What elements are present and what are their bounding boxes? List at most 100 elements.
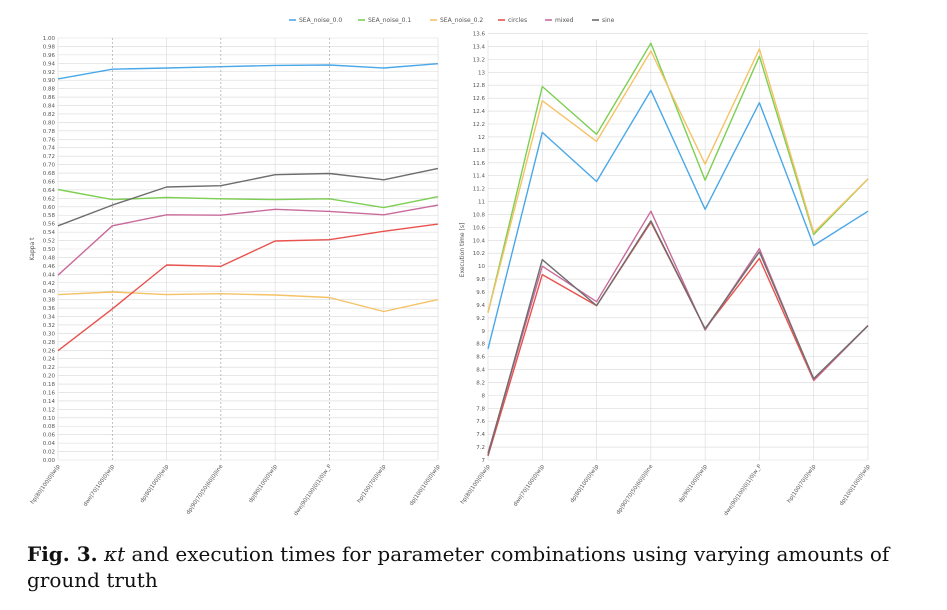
series-line	[57, 204, 439, 276]
x-tick-label: hp|80|100|0|lw|p	[30, 463, 62, 505]
series-line	[487, 42, 869, 313]
caption-text: and execution times for parameter combin…	[27, 542, 890, 592]
y-tick-label: 12.6	[473, 96, 486, 102]
y-tick-label: 0.68	[43, 171, 56, 177]
y-tick-label: 7.6	[476, 419, 485, 425]
legend-label: circles	[508, 17, 527, 24]
y-axis-title: Kappa t	[29, 237, 36, 261]
y-tick-label: 0.24	[43, 357, 56, 363]
legend-label: SEA_noise_0.1	[368, 17, 411, 24]
y-tick-label: 0.98	[43, 44, 56, 50]
y-tick-label: 9	[482, 329, 486, 335]
y-tick-label: 11.2	[473, 187, 485, 193]
y-tick-label: 9.6	[476, 290, 485, 296]
y-tick-label: 13.2	[473, 57, 485, 63]
y-tick-label: 0.60	[43, 205, 56, 211]
y-tick-label: 0.66	[43, 179, 56, 185]
chart-canvas: SEA_noise_0.0 SEA_noise_0.1 SEA_noise_0.2 c…	[29, 17, 872, 518]
y-tick-label: 9.4	[476, 303, 485, 309]
y-tick-label: 0.22	[43, 365, 55, 371]
y-tick-label: 0.36	[43, 306, 56, 312]
y-tick-label: 0.62	[43, 196, 55, 202]
legend-label: mixed	[555, 17, 574, 24]
x-tick-label: dp|90|100|0|w|p	[248, 463, 279, 504]
y-tick-label: 0.06	[43, 433, 56, 439]
y-axis-title: Execution time [s]	[459, 223, 466, 278]
y-tick-label: 10	[478, 264, 485, 270]
y-tick-label: 11.6	[473, 161, 486, 167]
series-line	[487, 210, 869, 454]
y-tick-label: 0.52	[43, 239, 55, 245]
x-tick-label: dp|80|100|0|w|p	[569, 463, 600, 504]
y-tick-label: 10.2	[473, 251, 485, 257]
y-tick-label: 0.38	[43, 298, 56, 304]
y-tick-label: 0.50	[43, 247, 56, 253]
execution-time-chart: 7 7.2 7.4 7.6 7.8 8 8.2 8.4 8.6 8.8 9 9.2 9.4 9.6 9.8 1…	[459, 32, 872, 518]
series-line	[487, 48, 869, 313]
y-tick-label: 0.44	[43, 272, 56, 278]
y-tick-label: 0.78	[43, 129, 56, 135]
x-tick-label: hp|100|70|0|w|p	[786, 463, 817, 504]
y-tick-label: 7.2	[476, 445, 485, 451]
y-tick-label: 0.64	[43, 188, 56, 194]
y-tick-label: 13.6	[473, 32, 486, 38]
y-tick-label: 0.46	[43, 264, 56, 270]
x-tick-label: dp|90|70|50|60|0|line	[615, 463, 654, 516]
legend: SEA_noise_0.0 SEA_noise_0.1 SEA_noise_0.2 c…	[289, 17, 615, 24]
legend-label: SEA_noise_0.2	[440, 17, 483, 24]
x-tick-label: dp|100|100|0|w|p	[409, 463, 442, 507]
y-tick-label: 0.88	[43, 87, 56, 93]
x-tick-label: dwe|70|100|0|w|p	[513, 463, 547, 508]
y-tick-label: 8.8	[476, 342, 485, 348]
y-tick-label: 0.08	[43, 424, 56, 430]
y-tick-label: 0.74	[43, 146, 56, 152]
y-tick-label: 0.20	[43, 374, 56, 380]
figure-caption: Fig. 3. κt and execution times for param…	[27, 541, 927, 593]
caption-label: Fig. 3.	[27, 542, 98, 566]
series-line	[57, 291, 439, 313]
y-tick-label: 0.40	[43, 289, 56, 295]
y-tick-label: 12.2	[473, 122, 485, 128]
series-line	[57, 188, 439, 209]
y-tick-label: 1.00	[43, 36, 56, 42]
y-tick-label: 11.4	[473, 174, 486, 180]
y-tick-label: 7.8	[476, 406, 485, 412]
series-line	[57, 223, 439, 352]
y-tick-label: 0.76	[43, 137, 56, 143]
y-tick-label: 10.6	[473, 225, 486, 231]
y-tick-label: 7.4	[476, 432, 485, 438]
caption-symbol: κt	[103, 542, 126, 566]
y-tick-label: 12.8	[473, 83, 486, 89]
x-tick-label: dp|100|100|0|w|p	[839, 463, 872, 507]
y-tick-label: 0.30	[43, 331, 56, 337]
y-tick-label: 0.04	[43, 441, 56, 447]
y-tick-label: 0.86	[43, 95, 56, 101]
y-tick-label: 0.84	[43, 104, 56, 110]
x-tick-label: dp|90|70|50|60|0|line	[185, 463, 224, 516]
y-tick-label: 7	[482, 458, 486, 464]
y-tick-label: 0.26	[43, 348, 56, 354]
y-tick-label: 0.82	[43, 112, 55, 118]
y-tick-label: 0.42	[43, 281, 55, 287]
legend-label: SEA_noise_0.0	[299, 17, 342, 24]
y-tick-label: 0.72	[43, 154, 55, 160]
y-tick-label: 12	[478, 135, 485, 141]
y-tick-label: 8.2	[476, 380, 485, 386]
y-tick-label: 10.8	[473, 212, 486, 218]
x-tick-label: dwe|70|100|0|w|p	[83, 463, 117, 508]
x-tick-label: hp|80|100|0|lw|p	[460, 463, 492, 505]
y-tick-label: 0.92	[43, 70, 55, 76]
y-tick-label: 0.96	[43, 53, 56, 59]
y-tick-label: 0.32	[43, 323, 55, 329]
series-line	[57, 167, 439, 227]
x-tick-label: hp|100|70|0|w|p	[356, 463, 387, 504]
x-tick-label: dwe|90|100|0|1|0|w_P	[723, 463, 763, 517]
y-tick-label: 0.48	[43, 255, 56, 261]
y-tick-label: 0.14	[43, 399, 56, 405]
x-tick-label: dwe|90|100|0|1|0|w_P	[293, 463, 333, 517]
y-tick-label: 0.94	[43, 61, 56, 67]
series-line	[57, 63, 439, 80]
y-tick-label: 0.16	[43, 390, 56, 396]
y-tick-label: 0.54	[43, 230, 56, 236]
